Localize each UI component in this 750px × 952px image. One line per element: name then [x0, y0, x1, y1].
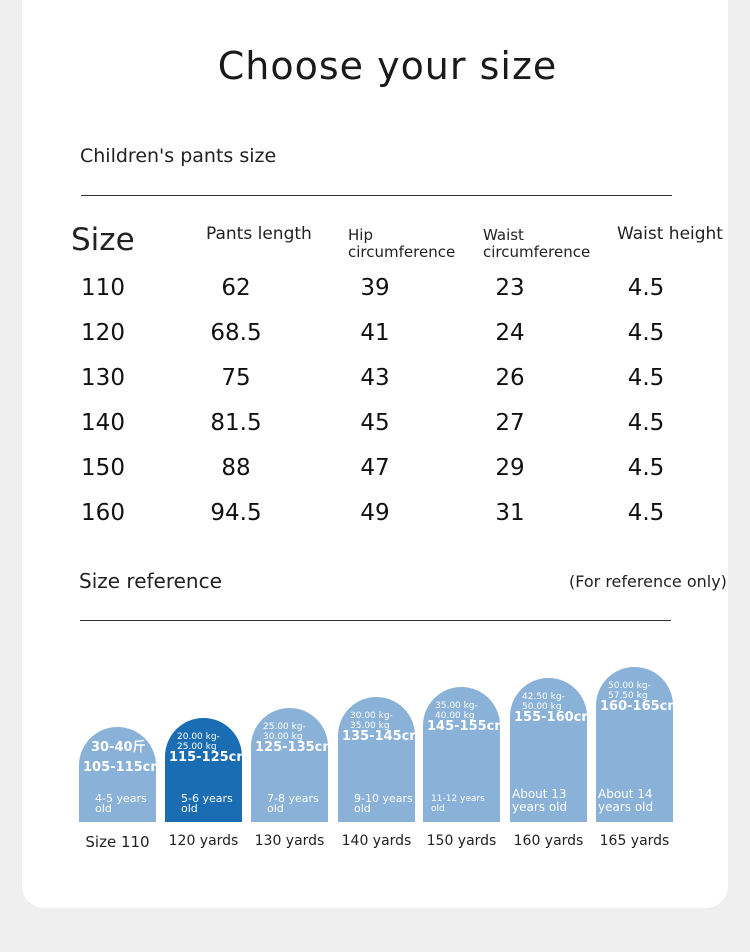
table-cell: 81.5	[210, 410, 262, 436]
table-cell: 62	[221, 275, 251, 301]
table-cell: 130	[81, 365, 125, 391]
table-cell: 26	[495, 365, 525, 391]
table-cell: 31	[495, 500, 525, 526]
table-cell: 24	[495, 320, 525, 346]
table-cell: 94.5	[210, 500, 262, 526]
table-cell: 41	[360, 320, 390, 346]
table-cell: 140	[81, 410, 125, 436]
header-hip-circumference: Hip circumference	[348, 226, 456, 261]
pants-section-title: Children's pants size	[80, 145, 277, 167]
table-cell: 39	[360, 275, 390, 301]
table-cell: 75	[221, 365, 251, 391]
divider	[80, 620, 671, 621]
table-cell: 160	[81, 500, 125, 526]
table-cell: 49	[360, 500, 390, 526]
table-cell: 47	[360, 455, 390, 481]
table-cell: 4.5	[627, 275, 665, 301]
table-cell: 29	[495, 455, 525, 481]
header-waist-circumference: Waist circumference	[483, 226, 591, 261]
table-cell: 4.5	[627, 365, 665, 391]
table-cell: 43	[360, 365, 390, 391]
size-card	[22, 0, 728, 908]
page-title: Choose your size	[217, 44, 558, 88]
table-cell: 27	[495, 410, 525, 436]
header-pants-length: Pants length	[206, 224, 312, 244]
table-cell: 4.5	[627, 410, 665, 436]
reference-note: (For reference only)	[569, 572, 727, 591]
header-size: Size	[71, 222, 135, 258]
table-cell: 150	[81, 455, 125, 481]
divider	[81, 195, 672, 196]
table-cell: 110	[81, 275, 125, 301]
table-cell: 68.5	[210, 320, 262, 346]
table-cell: 88	[221, 455, 251, 481]
table-cell: 45	[360, 410, 390, 436]
reference-section-title: Size reference	[79, 569, 222, 593]
table-cell: 4.5	[627, 500, 665, 526]
table-cell: 4.5	[627, 320, 665, 346]
table-cell: 120	[81, 320, 125, 346]
header-waist-height: Waist height	[617, 224, 723, 244]
table-cell: 23	[495, 275, 525, 301]
table-cell: 4.5	[627, 455, 665, 481]
